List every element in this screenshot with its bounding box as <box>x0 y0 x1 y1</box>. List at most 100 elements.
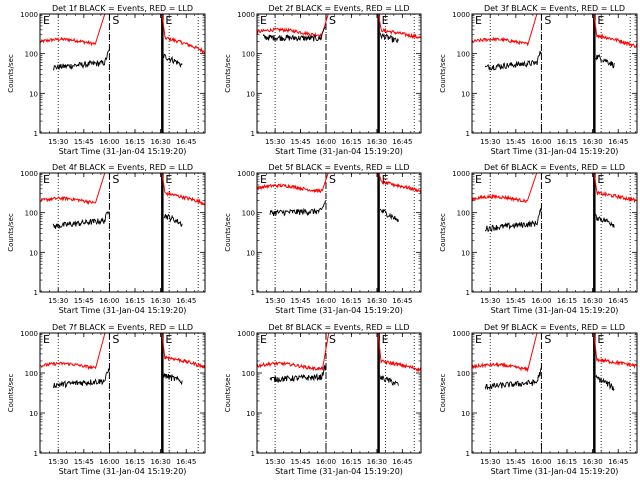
series-lld-line <box>593 173 637 204</box>
y-axis-title: Counts/sec <box>224 213 232 252</box>
panel-det-1: Det 1f BLACK = Events, RED = LLD Start Ti… <box>7 4 206 156</box>
y-tick-label: 100 <box>25 370 38 378</box>
series-lld-line <box>257 14 329 38</box>
marker-e: E <box>165 333 172 346</box>
series-events-line <box>53 49 110 71</box>
x-tick-label: 16:30 <box>367 297 387 305</box>
y-tick-label: 1000 <box>20 170 38 178</box>
series-lld-line <box>161 14 205 54</box>
series-lld-line <box>377 333 421 373</box>
marker-e: E <box>260 333 267 346</box>
x-tick-label: 15:30 <box>48 138 68 146</box>
series-lld-line <box>378 173 421 194</box>
series-events-line <box>163 373 183 386</box>
panel-det-5: Det 5f BLACK = Events, RED = LLD Start Ti… <box>224 163 422 315</box>
series-events-line <box>379 32 399 44</box>
series-lld-line <box>593 14 637 49</box>
x-tick-label: 15:30 <box>480 138 500 146</box>
panel-det-6: Det 6f BLACK = Events, RED = LLD Start Ti… <box>439 163 638 315</box>
y-tick-label: 100 <box>457 210 470 218</box>
x-tick-label: 16:45 <box>392 138 412 146</box>
marker-e: E <box>597 173 604 186</box>
x-axis-title: Start Time (31-Jan-04 15:19:20) <box>275 467 403 476</box>
y-tick-label: 10 <box>246 410 255 418</box>
y-tick-label: 1 <box>251 130 255 138</box>
x-tick-label: 16:30 <box>151 297 171 305</box>
marker-s: S <box>544 14 551 27</box>
y-tick-label: 10 <box>461 410 470 418</box>
marker-s: S <box>112 14 119 27</box>
series-events-line <box>269 364 327 383</box>
y-tick-label: 100 <box>242 370 255 378</box>
x-tick-label: 16:15 <box>125 297 145 305</box>
marker-e: E <box>475 333 482 346</box>
plot-frame <box>471 172 638 293</box>
y-tick-label: 100 <box>242 51 255 59</box>
x-tick-label: 16:00 <box>316 138 336 146</box>
x-tick-label: 16:45 <box>176 138 196 146</box>
y-axis-title: Counts/sec <box>224 54 232 93</box>
y-tick-label: 100 <box>457 51 470 59</box>
x-tick-label: 16:15 <box>557 458 577 466</box>
series-lld-line <box>472 173 538 204</box>
y-tick-label: 100 <box>457 370 470 378</box>
series-events-line <box>269 200 327 217</box>
plot-frame <box>39 172 206 293</box>
y-axis-title: Counts/sec <box>7 213 15 252</box>
x-tick-label: 15:30 <box>265 138 285 146</box>
y-tick-label: 1 <box>251 289 255 297</box>
series-events-line <box>595 374 615 392</box>
y-tick-label: 100 <box>242 210 255 218</box>
y-axis-title: Counts/sec <box>7 54 15 93</box>
series-layer <box>257 173 421 223</box>
y-tick-label: 1000 <box>452 11 470 19</box>
x-tick-label: 16:30 <box>151 138 171 146</box>
y-tick-label: 1 <box>466 450 470 458</box>
series-lld-line <box>257 173 329 194</box>
y-tick-label: 1000 <box>452 170 470 178</box>
series-events-line <box>484 50 542 71</box>
plot-frame <box>39 13 206 134</box>
series-layer <box>257 14 421 44</box>
y-tick-label: 10 <box>246 249 255 257</box>
panel-det-2: Det 2f BLACK = Events, RED = LLD Start Ti… <box>224 4 422 156</box>
y-axis-title: Counts/sec <box>439 374 447 413</box>
series-layer <box>257 333 421 386</box>
y-tick-label: 1000 <box>20 330 38 338</box>
y-axis-title: Counts/sec <box>7 374 15 413</box>
x-tick-label: 16:45 <box>608 458 628 466</box>
x-tick-label: 16:00 <box>531 297 551 305</box>
marker-e: E <box>597 14 604 27</box>
plot-frame <box>256 332 422 454</box>
x-axis-title: Start Time (31-Jan-04 15:19:20) <box>491 467 619 476</box>
x-tick-label: 15:45 <box>74 297 94 305</box>
x-axis-title: Start Time (31-Jan-04 15:19:20) <box>275 147 403 156</box>
x-tick-label: 15:45 <box>74 458 94 466</box>
marker-e: E <box>165 14 172 27</box>
x-tick-label: 16:00 <box>99 297 119 305</box>
panel-det-9: Det 9f BLACK = Events, RED = LLD Start Ti… <box>439 323 638 476</box>
series-events-line <box>379 208 399 223</box>
y-axis-title: Counts/sec <box>439 213 447 252</box>
y-tick-label: 10 <box>461 249 470 257</box>
series-lld-line <box>40 173 106 206</box>
x-tick-label: 16:15 <box>341 138 361 146</box>
plot-frame <box>39 332 206 454</box>
panel-title: Det 9f BLACK = Events, RED = LLD <box>484 323 625 332</box>
y-axis-title: Counts/sec <box>224 374 232 413</box>
x-tick-label: 15:45 <box>506 458 526 466</box>
x-tick-label: 16:15 <box>125 138 145 146</box>
x-tick-label: 15:45 <box>290 297 310 305</box>
x-tick-label: 15:45 <box>74 138 94 146</box>
y-tick-label: 1000 <box>237 11 255 19</box>
panel-det-7: Det 7f BLACK = Events, RED = LLD Start Ti… <box>7 323 206 476</box>
x-axis-title: Start Time (31-Jan-04 15:19:20) <box>491 147 619 156</box>
x-tick-label: 15:30 <box>265 458 285 466</box>
series-lld-line <box>40 333 106 371</box>
panel-title: Det 1f BLACK = Events, RED = LLD <box>52 4 193 13</box>
x-tick-label: 16:00 <box>316 458 336 466</box>
marker-s: S <box>112 173 119 186</box>
panel-det-8: Det 8f BLACK = Events, RED = LLD Start Ti… <box>224 323 422 476</box>
panel-title: Det 6f BLACK = Events, RED = LLD <box>484 163 625 172</box>
